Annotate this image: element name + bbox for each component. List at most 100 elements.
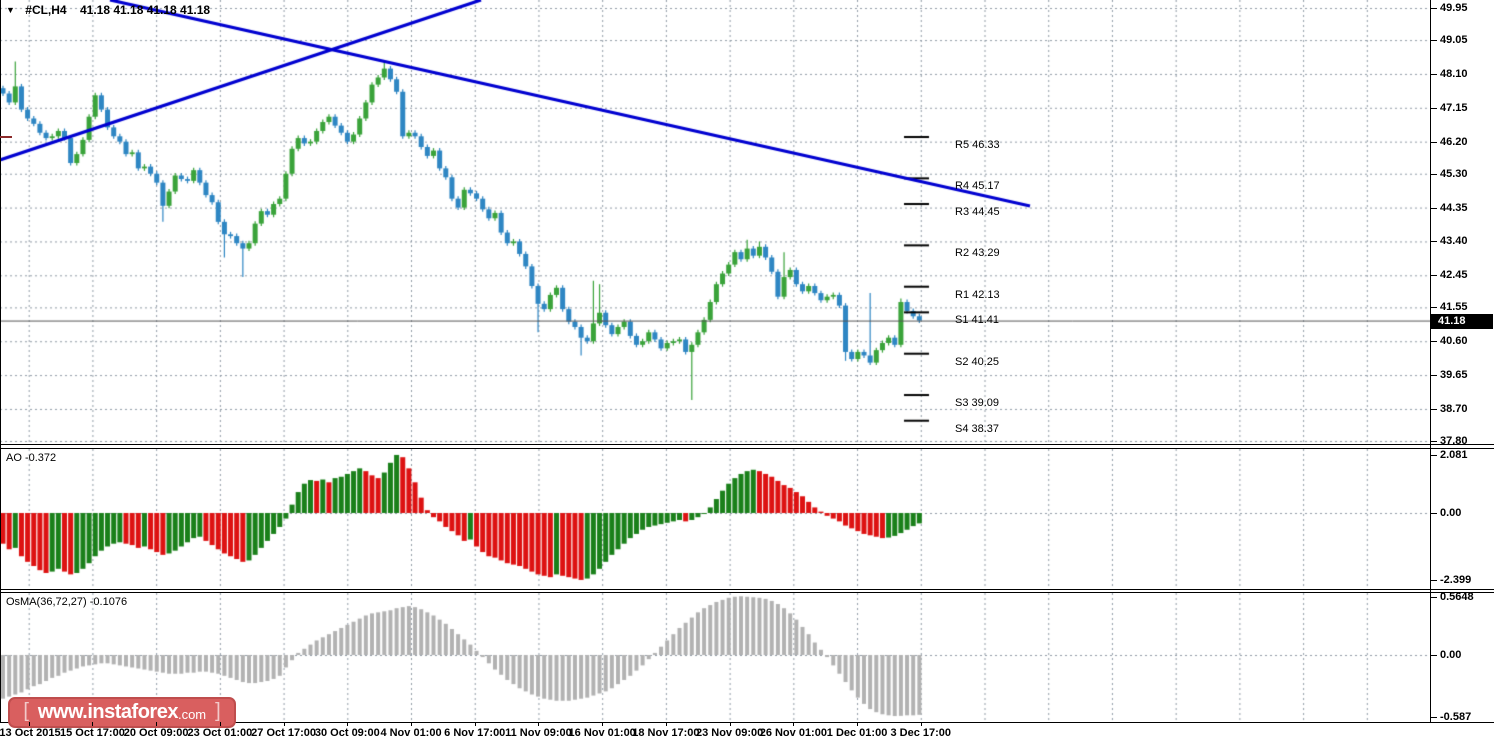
time-axis-border (0, 722, 1494, 723)
time-axis-tick (538, 722, 540, 726)
time-axis-tick (219, 722, 221, 726)
osma-indicator-label: OsMA(36,72,27) -0.1076 (6, 596, 128, 608)
time-axis-label: 4 Nov 01:00 (380, 727, 442, 739)
pivot-label-s1: S1 41.41 (955, 314, 1000, 327)
time-axis-label: 6 Nov 17:00 (444, 727, 506, 739)
time-axis-label: 1 Dec 01:00 (826, 727, 888, 739)
osma-axis-tick (1430, 655, 1437, 656)
time-axis-tick (857, 722, 859, 726)
price-axis-tick (1430, 173, 1437, 175)
chart-left-border (0, 0, 1, 722)
ao-axis-tick (1430, 455, 1437, 456)
ao-axis-label: 2.081 (1440, 449, 1468, 461)
time-axis-label: 26 Nov 01:00 (759, 727, 827, 739)
time-axis-tick (920, 722, 922, 726)
price-axis-tick (1430, 8, 1437, 9)
price-axis-label: 39.65 (1440, 369, 1468, 382)
price-axis-label: 48.10 (1440, 67, 1468, 80)
time-axis-tick (411, 722, 413, 726)
ao-axis-tick (1430, 580, 1437, 581)
main-price-chart-canvas[interactable] (0, 0, 1430, 444)
osma-axis-label: 0.00 (1440, 649, 1462, 661)
time-axis-label: 16 Nov 01:00 (568, 727, 636, 739)
time-axis-label: 30 Oct 09:00 (314, 727, 380, 739)
price-axis-tick (1430, 73, 1437, 75)
price-axis-label: 46.20 (1440, 135, 1468, 148)
price-axis-label: 38.70 (1440, 402, 1468, 415)
symbol-period-label: #CL,H4 (25, 3, 67, 17)
price-axis-label: 43.40 (1440, 235, 1468, 248)
price-axis-label: 44.35 (1440, 201, 1468, 214)
time-axis-label: 18 Nov 17:00 (632, 727, 700, 739)
price-axis-tick (1430, 141, 1437, 143)
time-axis-tick (474, 722, 476, 726)
price-axis-tick (1430, 307, 1437, 309)
price-axis-tick (1430, 241, 1437, 243)
pivot-label-r1: R1 42.13 (955, 288, 1000, 301)
instaforex-watermark-logo: [ www.instaforex .com ] (8, 697, 236, 728)
pivot-label-s2: S2 40.25 (955, 355, 1000, 368)
pivot-label-r4: R4 45.17 (955, 180, 1000, 193)
time-axis-tick (729, 722, 731, 726)
current-price-tag: 41.18 (1431, 313, 1493, 329)
logo-site-name: www.instaforex (37, 701, 179, 723)
osma-indicator-canvas[interactable] (0, 593, 1430, 722)
price-axis-label: 45.30 (1440, 167, 1468, 180)
pivot-label-s4: S4 38.37 (955, 422, 1000, 435)
price-axis-label: 40.60 (1440, 335, 1468, 348)
price-axis-tick (1430, 207, 1437, 209)
price-axis-tick (1430, 375, 1437, 377)
price-axis-label: 47.15 (1440, 101, 1468, 114)
osma-axis-tick (1430, 597, 1437, 598)
price-axis-tick (1430, 341, 1437, 343)
time-axis-tick (28, 722, 30, 726)
osma-axis-tick (1430, 717, 1437, 718)
pane-separator (0, 444, 1494, 445)
osma-axis-label: 0.5648 (1440, 591, 1474, 603)
price-axis-tick (1430, 40, 1437, 42)
time-axis-tick (92, 722, 94, 726)
pivot-label-s3: S3 39.09 (955, 397, 1000, 410)
pivot-label-r2: R2 43.29 (955, 247, 1000, 260)
time-axis-label: 23 Oct 01:00 (187, 727, 253, 739)
time-axis-tick (156, 722, 158, 726)
time-axis-label: 11 Nov 09:00 (505, 727, 572, 739)
ao-indicator-canvas[interactable] (0, 449, 1430, 589)
logo-open-bracket: [ (23, 700, 29, 722)
price-axis-tick (1430, 107, 1437, 109)
ao-axis-tick (1430, 513, 1437, 514)
price-axis-label: 37.80 (1440, 435, 1468, 448)
price-axis-border (1430, 0, 1431, 722)
price-axis-tick (1430, 441, 1437, 443)
time-axis-label: 20 Oct 09:00 (123, 727, 189, 739)
pane-separator (0, 589, 1494, 590)
pane-separator (0, 448, 1494, 449)
ao-indicator-label: AO -0.372 (6, 452, 57, 464)
left-level-tick (0, 136, 12, 138)
time-axis-tick (602, 722, 604, 726)
time-axis-tick (283, 722, 285, 726)
price-axis-tick (1430, 275, 1437, 277)
price-axis-label: 42.45 (1440, 269, 1468, 282)
pivot-label-r5: R5 46.33 (955, 139, 1000, 152)
logo-tld: .com (177, 707, 207, 722)
osma-axis-label: -0.587 (1440, 711, 1472, 723)
time-axis-tick (793, 722, 795, 726)
ao-axis-label: 0.00 (1440, 507, 1462, 519)
ohlc-quote-label: 41.18 41.18 41.18 41.18 (79, 3, 211, 17)
price-axis-label: 41.55 (1440, 301, 1468, 314)
time-axis-tick (347, 722, 349, 726)
time-axis-label: 3 Dec 17:00 (890, 727, 952, 739)
logo-close-bracket: ] (215, 700, 221, 722)
symbol-dropdown-icon[interactable]: ▼ (6, 5, 15, 15)
time-axis-label: 15 Oct 17:00 (59, 727, 125, 739)
price-axis-tick (1430, 408, 1437, 410)
time-axis-tick (665, 722, 667, 726)
time-axis-label: 23 Nov 09:00 (695, 727, 764, 739)
pivot-label-r3: R3 44.45 (955, 206, 1000, 219)
time-axis-label: 13 Oct 2015 (0, 727, 61, 739)
price-axis-label: 49.05 (1440, 34, 1468, 47)
pane-separator (0, 592, 1494, 593)
time-axis-label: 27 Oct 17:00 (251, 727, 316, 739)
